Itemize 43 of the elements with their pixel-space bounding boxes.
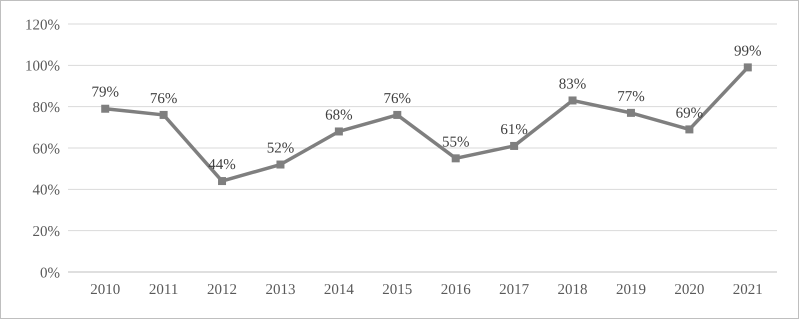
point (568, 96, 577, 104)
y-tick-label: 0% (40, 265, 60, 282)
y-tick-label: 60% (32, 141, 60, 158)
point (685, 125, 694, 134)
data-label: 83% (558, 76, 586, 92)
data-label: 99% (734, 43, 762, 60)
point (334, 127, 343, 136)
data-label: 79% (91, 84, 119, 101)
y-tick-label: 40% (32, 182, 60, 199)
x-tick-label: 2010 (90, 282, 120, 298)
point (160, 110, 168, 119)
point (393, 110, 402, 119)
point (101, 104, 110, 113)
point (510, 142, 518, 150)
x-tick-label: 2021 (732, 282, 763, 298)
data-label: 61% (500, 122, 528, 138)
data-label: 55% (442, 134, 470, 150)
point (276, 160, 284, 169)
data-label: 76% (150, 90, 178, 107)
x-tick-label: 2014 (324, 282, 354, 298)
y-tick-label: 100% (25, 58, 60, 75)
x-tick-label: 2018 (558, 282, 588, 298)
y-tick-label: 80% (32, 100, 60, 116)
y-tick-label: 120% (25, 17, 60, 34)
point (626, 108, 635, 117)
x-tick-label: 2020 (674, 282, 704, 298)
x-tick-label: 2012 (207, 282, 238, 298)
x-tick-label: 2016 (440, 282, 472, 298)
data-label: 68% (325, 107, 353, 124)
x-tick-label: 2017 (499, 282, 530, 298)
x-tick-label: 2011 (148, 282, 178, 298)
x-tick-label: 2013 (265, 282, 296, 298)
data-label: 77% (617, 88, 645, 105)
data-label: 44% (208, 157, 236, 174)
x-tick-label: 2019 (616, 282, 646, 298)
point (218, 177, 226, 186)
point (452, 154, 460, 162)
data-label: 76% (384, 90, 412, 107)
point (744, 63, 752, 72)
data-label: 52% (266, 140, 294, 157)
x-tick-label: 2015 (382, 282, 412, 298)
data-label: 69% (676, 105, 704, 122)
y-tick-label: 20% (32, 224, 60, 240)
